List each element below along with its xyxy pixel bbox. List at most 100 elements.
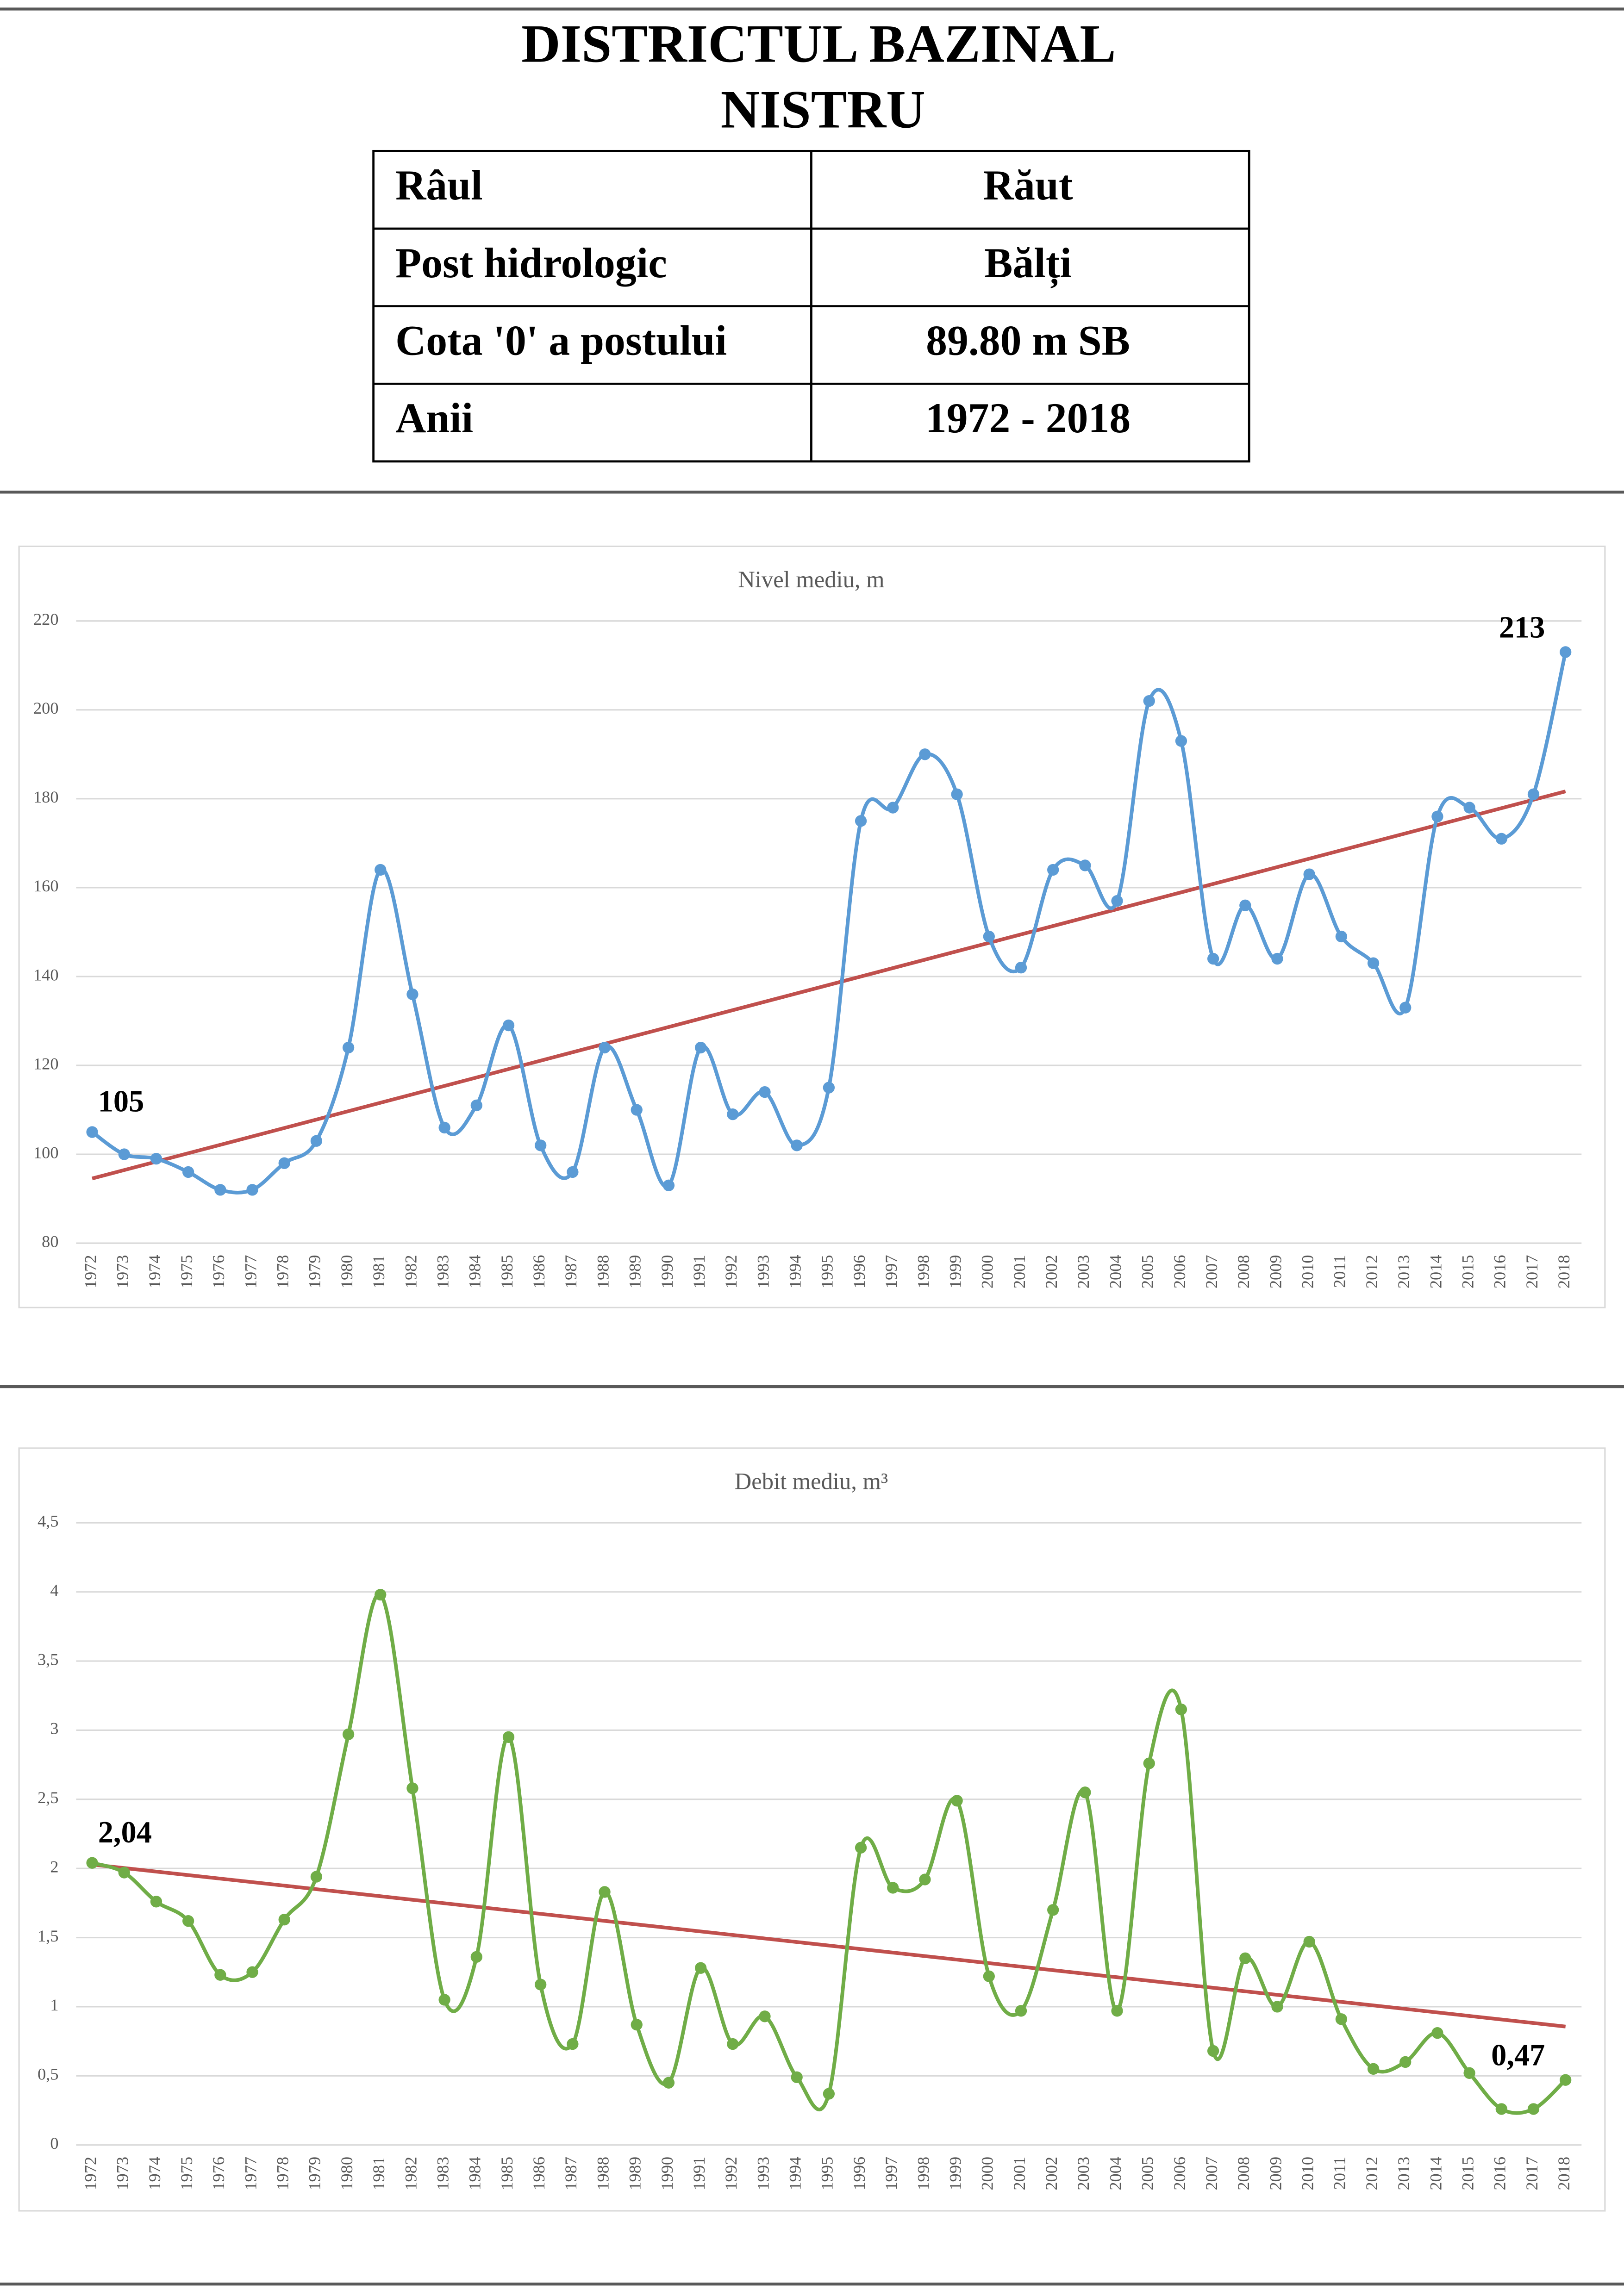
- data-point: [502, 1019, 515, 1032]
- data-label: 105: [98, 1085, 144, 1119]
- x-tick-label: 1981: [369, 1255, 388, 1288]
- x-tick-label: 1988: [593, 1255, 612, 1288]
- y-tick-label: 3,5: [37, 1650, 58, 1668]
- data-point: [342, 1041, 355, 1054]
- data-point: [1207, 952, 1219, 965]
- x-tick-label: 1995: [818, 1255, 837, 1288]
- table-label: Post hidrologic: [395, 239, 667, 286]
- y-tick-label: 2: [50, 1857, 58, 1876]
- x-tick-label: 1994: [786, 1255, 805, 1288]
- x-tick-label: 2013: [1394, 1255, 1413, 1288]
- data-point: [278, 1914, 290, 1926]
- table-value: Răut: [983, 162, 1073, 209]
- data-point: [1399, 2056, 1412, 2068]
- chart-frame: [18, 1447, 1606, 2212]
- data-point: [694, 1962, 707, 1974]
- data-point: [694, 1041, 707, 1054]
- data-point: [1175, 1703, 1187, 1716]
- data-point: [86, 1857, 98, 1869]
- data-point: [631, 1104, 643, 1116]
- header-title: DISTRICTUL BAZINAL: [521, 14, 1116, 74]
- data-point: [599, 1886, 611, 1898]
- data-point: [855, 815, 867, 827]
- x-tick-label: 1986: [530, 1255, 548, 1288]
- data-point: [310, 1871, 323, 1883]
- y-tick-label: 2,5: [37, 1788, 58, 1807]
- x-tick-label: 1995: [818, 2157, 837, 2190]
- x-tick-label: 2018: [1555, 1255, 1573, 1288]
- x-tick-label: 1990: [658, 2157, 676, 2190]
- x-tick-label: 2001: [1010, 1255, 1029, 1288]
- x-tick-label: 1998: [914, 2157, 932, 2190]
- data-point: [470, 1951, 482, 1963]
- x-tick-label: 2005: [1138, 2157, 1157, 2190]
- data-point: [214, 1184, 226, 1196]
- x-tick-label: 2010: [1299, 1255, 1317, 1288]
- x-tick-label: 2015: [1458, 2157, 1477, 2190]
- data-point: [150, 1153, 162, 1165]
- x-tick-label: 2002: [1042, 2157, 1061, 2190]
- data-point: [759, 1086, 771, 1098]
- data-point: [823, 2088, 835, 2100]
- x-tick-label: 1973: [113, 2157, 132, 2190]
- series-line: [91, 652, 1568, 1195]
- data-point: [662, 1179, 675, 1191]
- data-point: [118, 1867, 130, 1879]
- x-tick-label: 1972: [81, 2157, 100, 2190]
- x-tick-label: 1987: [562, 1255, 580, 1288]
- data-point: [1367, 957, 1380, 969]
- x-tick-label: 2011: [1330, 2157, 1349, 2190]
- table-label: Cota '0' a postului: [395, 317, 727, 364]
- data-point: [1303, 868, 1315, 880]
- data-point: [1015, 2005, 1027, 2017]
- x-tick-label: 1972: [81, 1255, 100, 1288]
- data-point: [727, 2038, 739, 2050]
- x-tick-label: 1984: [466, 1255, 484, 1288]
- x-tick-label: 1979: [306, 1255, 324, 1288]
- x-tick-label: 1974: [145, 2157, 164, 2190]
- data-point: [438, 1121, 450, 1134]
- x-tick-label: 2006: [1170, 2157, 1189, 2190]
- x-tick-label: 2006: [1170, 1255, 1189, 1288]
- data-point: [438, 1994, 450, 2006]
- x-tick-label: 2010: [1299, 2157, 1317, 2190]
- data-label: 2,04: [98, 1816, 152, 1849]
- x-tick-label: 2016: [1491, 2157, 1509, 2190]
- data-point: [406, 1782, 418, 1794]
- data-point: [567, 1166, 579, 1178]
- x-tick-label: 1980: [337, 1255, 356, 1288]
- x-tick-label: 2009: [1266, 1255, 1285, 1288]
- x-tick-label: 1991: [690, 2157, 708, 2190]
- header-title: NISTRU: [721, 80, 925, 140]
- data-label: 213: [1499, 610, 1545, 644]
- data-point: [118, 1148, 130, 1160]
- x-tick-label: 2005: [1138, 1255, 1157, 1288]
- data-point: [1431, 2027, 1443, 2039]
- data-point: [86, 1126, 98, 1138]
- table-label: Anii: [395, 394, 473, 442]
- chart-title: Debit mediu, m³: [735, 1468, 888, 1494]
- data-point: [1560, 2074, 1572, 2086]
- data-point: [1303, 1935, 1315, 1948]
- x-tick-label: 1974: [145, 1255, 164, 1288]
- x-tick-label: 1979: [306, 2157, 324, 2190]
- data-point: [951, 788, 963, 800]
- data-point: [1143, 1757, 1155, 1769]
- y-tick-label: 4: [50, 1581, 58, 1599]
- x-tick-label: 1996: [850, 1255, 868, 1288]
- data-point: [470, 1099, 482, 1112]
- x-tick-label: 1976: [209, 1255, 228, 1288]
- x-tick-label: 1993: [754, 1255, 772, 1288]
- info-table: [372, 149, 1250, 463]
- x-tick-label: 2003: [1074, 2157, 1093, 2190]
- x-tick-label: 1989: [626, 2157, 644, 2190]
- data-point: [662, 2077, 675, 2089]
- x-tick-label: 1999: [946, 1255, 964, 1288]
- y-tick-label: 120: [33, 1054, 59, 1073]
- data-point: [1143, 695, 1155, 707]
- data-point: [855, 1842, 867, 1854]
- y-tick-label: 140: [33, 965, 59, 984]
- data-point: [310, 1135, 323, 1147]
- data-point: [1367, 2063, 1380, 2075]
